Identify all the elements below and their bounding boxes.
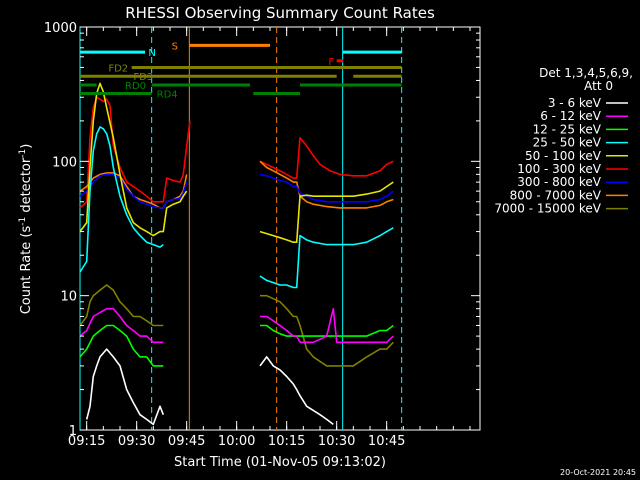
- x-tick-label: 10:45: [368, 434, 405, 449]
- legend-label-3: 25 - 50 keV: [533, 136, 602, 150]
- y-tick-label: 100: [52, 155, 77, 170]
- x-tick-label: 09:30: [118, 434, 155, 449]
- legend-label-8: 7000 - 15000 keV: [494, 202, 601, 216]
- series-2-segment-1: [259, 173, 394, 203]
- series-2-segment-0: [79, 173, 188, 209]
- footer-timestamp: 20-Oct-2021 20:45: [560, 468, 636, 477]
- x-axis-ticks: 09:15 09:30 09:45 10:00 10:15 10:30 10:45: [68, 27, 471, 449]
- y-tick-label: 10: [60, 290, 77, 305]
- series-4-segment-0: [79, 126, 164, 273]
- legend-label-6: 300 - 800 keV: [517, 175, 601, 189]
- legend-label-7: 800 - 7000 keV: [510, 188, 602, 202]
- data-series-group: [79, 82, 394, 426]
- series-5-segment-1: [260, 294, 394, 367]
- legend-label-2: 12 - 25 keV: [533, 122, 602, 136]
- series-0-segment-1: [259, 136, 394, 179]
- x-tick-label: 10:30: [318, 434, 355, 449]
- series-7-segment-1: [260, 307, 394, 344]
- series-3-segment-0: [79, 82, 188, 237]
- x-tick-label: 09:15: [68, 434, 105, 449]
- series-1-segment-0: [79, 172, 188, 209]
- y-tick-label: 1: [69, 424, 77, 439]
- legend-label-5: 100 - 300 keV: [517, 162, 601, 176]
- flag-label-s: S: [172, 41, 178, 52]
- flag-label-rd0: RD0: [125, 81, 146, 92]
- flag-label-n: N: [148, 48, 155, 59]
- series-7-segment-0: [79, 307, 164, 344]
- x-tick-label: 09:45: [168, 434, 205, 449]
- flag-label-f: F: [328, 57, 334, 68]
- series-0-segment-0: [79, 96, 191, 209]
- legend-label-4: 50 - 100 keV: [525, 149, 602, 163]
- legend-label-1: 6 - 12 keV: [540, 109, 602, 123]
- legend-header-line-2: Att 0: [584, 79, 613, 93]
- y-tick-label: 1000: [44, 21, 77, 36]
- series-8-segment-1: [259, 356, 334, 426]
- y-axis-ticks: 1 10 100 1000: [44, 21, 480, 439]
- series-8-segment-0: [85, 348, 165, 426]
- flag-label-rd4: RD4: [157, 89, 178, 100]
- flag-label-fd3: FD3: [133, 72, 153, 83]
- y-axis-label: Count Rate (s-1 detector-1): [18, 144, 34, 315]
- chart-title: RHESSI Observing Summary Count Rates: [125, 4, 435, 22]
- x-tick-label: 10:00: [218, 434, 255, 449]
- flag-vertical-lines: [79, 27, 403, 430]
- series-6-segment-0: [79, 324, 164, 367]
- series-3-segment-1: [259, 181, 394, 243]
- flag-label-fd2: FD2: [108, 63, 128, 74]
- legend-label-0: 3 - 6 keV: [548, 96, 602, 110]
- series-4-segment-1: [259, 227, 394, 289]
- series-5-segment-0: [79, 284, 164, 327]
- x-axis-label: Start Time (01-Nov-05 09:13:02): [174, 455, 386, 470]
- series-1-segment-1: [259, 160, 394, 209]
- series-6-segment-1: [260, 324, 394, 337]
- legend-header-line-1: Det 1,3,4,5,6,9,: [539, 66, 633, 80]
- x-tick-label: 10:15: [268, 434, 305, 449]
